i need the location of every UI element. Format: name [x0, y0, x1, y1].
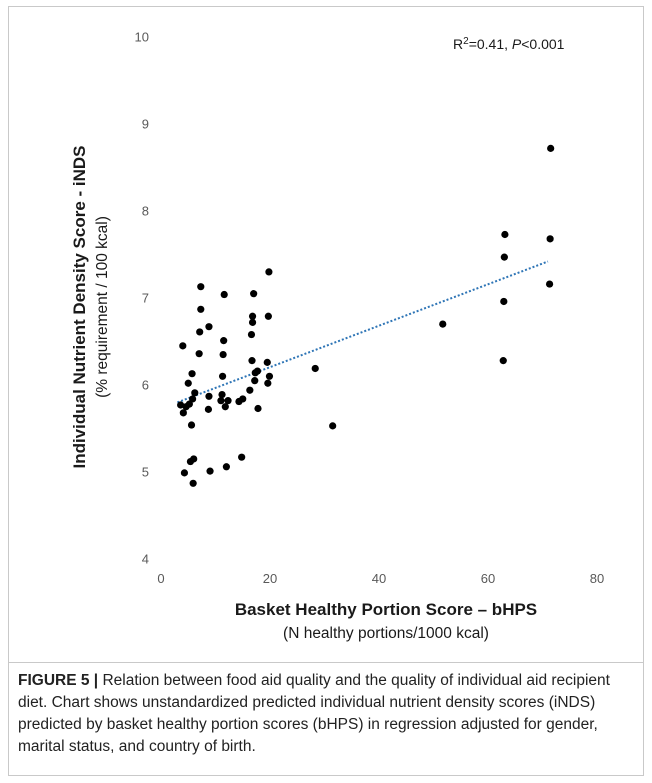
x-tick-label: 80 — [590, 571, 604, 586]
scatter-point — [189, 479, 197, 487]
scatter-point — [220, 290, 228, 299]
y-axis-ticks: 4 5 6 7 8 9 10 — [135, 30, 149, 567]
x-tick-label: 40 — [372, 571, 386, 586]
scatter-point — [439, 320, 447, 328]
scatter-point — [195, 350, 203, 358]
scatter-point — [263, 358, 271, 366]
caption-text: Relation between food aid quality and th… — [18, 672, 610, 755]
scatter-point — [204, 405, 213, 413]
scatter-point — [501, 230, 509, 239]
y-tick-label: 9 — [142, 117, 149, 132]
y-axis-subtitle: (% requirement / 100 kcal) — [94, 216, 111, 398]
scatter-point — [197, 305, 205, 313]
scatter-point — [205, 323, 213, 331]
scatter-point — [205, 392, 213, 400]
caption-label: FIGURE 5 | — [18, 672, 99, 689]
scatter-point — [500, 297, 508, 306]
scatter-point — [179, 342, 187, 350]
y-tick-label: 5 — [142, 465, 149, 480]
scatter-point — [187, 421, 196, 429]
scatter-point — [250, 290, 258, 298]
scatter-point — [239, 395, 247, 403]
y-tick-label: 10 — [135, 30, 149, 45]
scatter-point — [248, 312, 257, 320]
scatter-point — [180, 469, 189, 477]
scatter-point — [238, 453, 246, 461]
scatter-point — [219, 350, 227, 359]
scatter-point — [545, 280, 554, 288]
scatter-point — [248, 318, 257, 326]
scatter-point — [499, 357, 507, 365]
scatter-point — [547, 144, 555, 152]
x-axis-ticks: 0 20 40 60 80 — [157, 571, 604, 586]
y-tick-label: 7 — [142, 291, 149, 306]
scatter-point — [222, 463, 230, 471]
x-axis-title: Basket Healthy Portion Score – bHPS — [235, 600, 537, 619]
scatter-point — [220, 337, 228, 345]
y-tick-label: 4 — [142, 552, 149, 567]
scatter-point — [224, 397, 232, 405]
trendline — [176, 260, 549, 404]
scatter-chart: 4 5 6 7 8 9 10 0 20 40 60 80 R2=0.41, P<0.001 Indi… — [70, 30, 604, 643]
scatter-point — [221, 403, 229, 411]
figure-caption: FIGURE 5 | Relation between food aid qua… — [18, 670, 636, 758]
scatter-point — [265, 372, 274, 380]
scatter-point — [264, 379, 272, 387]
scatter-point — [264, 312, 272, 320]
scatter-point — [191, 389, 199, 397]
y-tick-label: 6 — [142, 378, 149, 393]
r2-annotation: R2=0.41, P<0.001 — [453, 36, 565, 53]
scatter-point — [188, 370, 196, 378]
y-axis-title: Individual Nutrient Density Score - iNDS — [70, 145, 89, 468]
scatter-point — [254, 404, 262, 413]
scatter-point — [265, 268, 273, 276]
data-points — [177, 144, 555, 487]
scatter-point — [218, 372, 227, 380]
scatter-point — [246, 386, 254, 394]
y-tick-label: 8 — [142, 204, 149, 219]
scatter-point — [218, 390, 226, 399]
scatter-point — [251, 377, 259, 385]
scatter-point — [185, 400, 193, 408]
scatter-point — [179, 409, 187, 417]
scatter-point — [329, 422, 337, 430]
scatter-point — [217, 397, 225, 405]
caption-divider — [9, 662, 643, 663]
scatter-point — [189, 395, 197, 403]
scatter-point — [190, 455, 198, 463]
x-tick-label: 60 — [481, 571, 495, 586]
scatter-point — [248, 357, 256, 365]
scatter-point — [546, 235, 554, 243]
scatter-point — [206, 467, 214, 475]
scatter-point — [311, 364, 319, 373]
x-tick-label: 0 — [157, 571, 164, 586]
scatter-point — [500, 253, 508, 261]
scatter-point — [184, 379, 192, 387]
scatter-point — [197, 283, 205, 291]
x-axis-subtitle: (N healthy portions/1000 kcal) — [283, 625, 489, 642]
scatter-point — [253, 367, 262, 375]
figure-frame: 4 5 6 7 8 9 10 0 20 40 60 80 R2=0.41, P<0.001 Indi… — [8, 6, 644, 776]
scatter-point — [196, 328, 204, 336]
trendline-group — [176, 260, 549, 404]
x-tick-label: 20 — [263, 571, 277, 586]
scatter-point — [247, 330, 256, 339]
scatter-point — [177, 401, 185, 409]
